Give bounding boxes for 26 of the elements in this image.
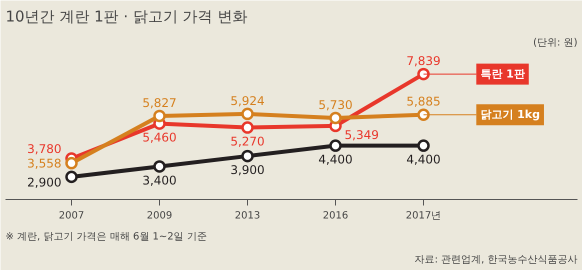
data-label: 5,827 xyxy=(142,96,177,110)
data-label: 5,460 xyxy=(142,130,177,145)
text: (단위: 원) xyxy=(533,38,578,48)
data-label: 2,900 xyxy=(27,175,62,190)
data-label: 5,885 xyxy=(406,94,441,109)
x-tick-label: 2016 xyxy=(322,210,348,222)
x-tick-label: 2007 xyxy=(58,210,84,222)
chart-title: 10년간 계란 1판 · 닭고기 가격 변화 xyxy=(6,8,248,26)
x-tick-label: 2017년 xyxy=(406,210,442,222)
data-label: 3,400 xyxy=(142,173,177,188)
text: 자료: 관련업계, 한국농수산식품공사 xyxy=(414,254,578,266)
data-label: 5,924 xyxy=(230,94,265,108)
x-tick-label: 2009 xyxy=(146,210,172,222)
data-label: 3,900 xyxy=(230,163,265,178)
data-label: 5,270 xyxy=(230,134,265,149)
data-label: 3,558 xyxy=(27,156,62,171)
text: ※ 계란, 닭고기 가격은 매해 6월 1~2일 기준 xyxy=(6,232,207,242)
x-tick-label: 2013 xyxy=(234,210,260,222)
legend-label: 닭고기 1kg xyxy=(480,108,540,122)
data-label: 4,400 xyxy=(406,152,441,167)
data-label: 3,780 xyxy=(27,142,62,156)
data-label: 5,730 xyxy=(318,98,353,112)
legend-label: 특란 1판 xyxy=(480,68,525,81)
data-label: 4,400 xyxy=(318,152,353,167)
data-label: 7,839 xyxy=(406,54,441,68)
data-label: 5,349 xyxy=(344,128,379,142)
